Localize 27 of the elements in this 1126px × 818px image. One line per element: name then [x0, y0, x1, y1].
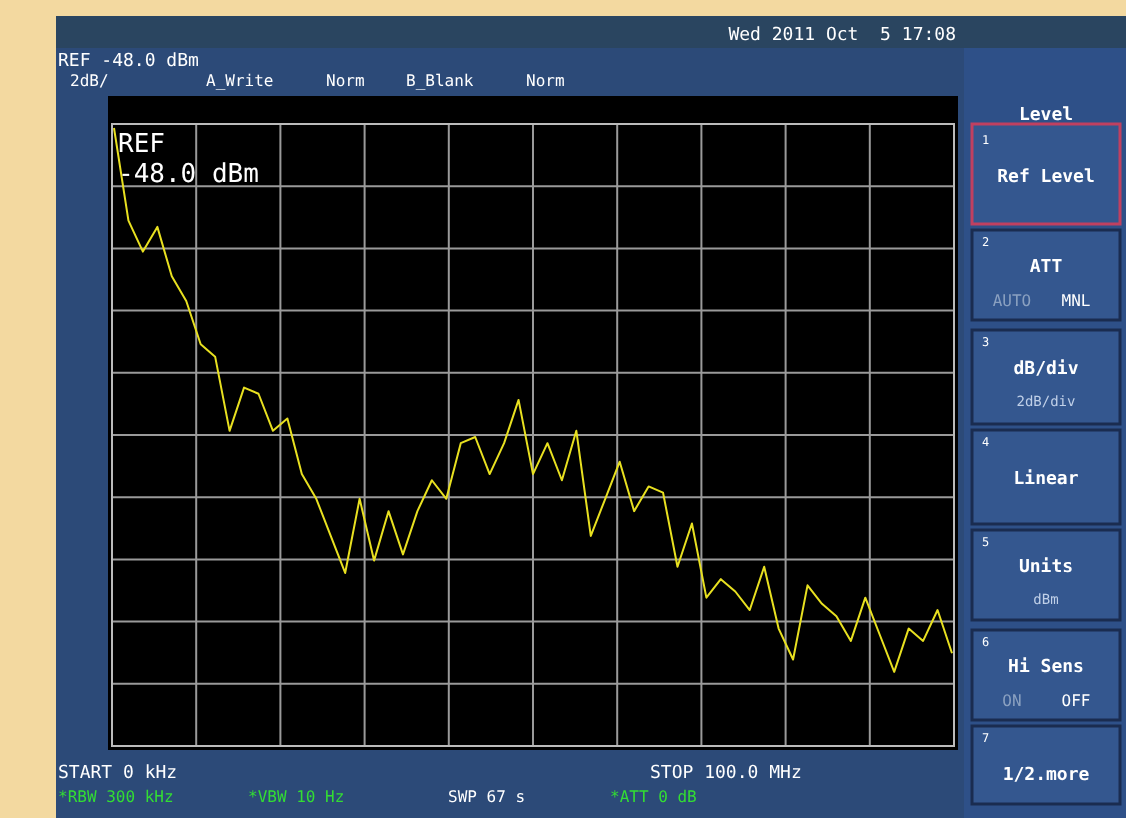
text: dB/div — [1013, 358, 1080, 380]
text: *ATT 0 dB — [610, 788, 698, 806]
text: ON — [1002, 692, 1022, 710]
text: Hi Sens — [1008, 656, 1084, 678]
text: *VBW 10 Hz — [248, 788, 345, 806]
text: Ref Level — [997, 168, 1095, 188]
text: A_Write — [206, 72, 274, 90]
text: MNL — [1061, 292, 1091, 310]
text: START 0 kHz — [58, 764, 178, 784]
text: ATT — [1029, 258, 1064, 278]
text: Level — [1018, 106, 1074, 126]
text: 2dB/ — [70, 72, 109, 90]
text: REF -48.0 dBm — [58, 52, 199, 72]
text: AUTO — [992, 292, 1032, 310]
text: Linear — [1013, 468, 1080, 490]
text: SWP 67 s — [448, 788, 526, 806]
text: STOP 100.0 MHz — [650, 764, 802, 784]
text: Wed 2011 Oct 5 17:08 — [728, 26, 956, 46]
text: Norm — [326, 72, 365, 90]
annotation: -48.0 dBm — [118, 160, 260, 190]
text: B_Blank — [406, 72, 474, 90]
text: Norm — [526, 72, 565, 90]
text: Units — [1018, 556, 1074, 578]
annotation: REF — [118, 130, 166, 160]
text: OFF — [1061, 692, 1091, 710]
text: 1/2.more — [1002, 766, 1091, 786]
text: *RBW 300 kHz — [58, 788, 174, 806]
